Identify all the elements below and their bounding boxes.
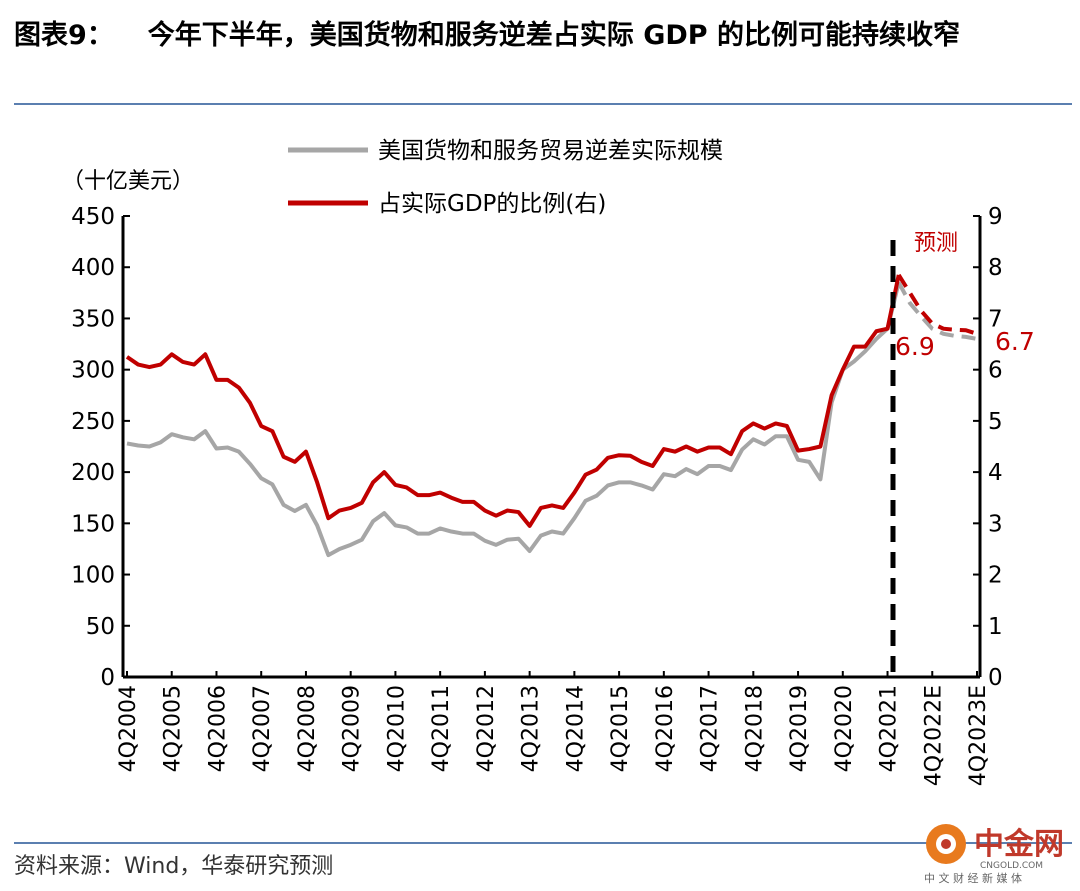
x-tick-label: 4Q2015: [608, 685, 633, 772]
legend-label: 美国货物和服务贸易逆差实际规模: [378, 138, 723, 164]
left-tick-label: 150: [71, 511, 115, 537]
x-tick-label: 4Q2023E: [966, 685, 991, 786]
svg-text:中金网: 中金网: [974, 827, 1064, 862]
right-tick-label: 9: [988, 204, 1003, 230]
figure-number: 图表9：: [14, 20, 114, 51]
right-tick-label: 5: [988, 409, 1003, 435]
svg-text:中 文 财 经 新 媒 体: 中 文 财 经 新 媒 体: [924, 871, 1022, 884]
figure-title: 图表9： 今年下半年，美国货物和服务逆差占实际 GDP 的比例可能持续收窄: [14, 12, 1074, 60]
series-forecast-ratio: [897, 273, 978, 336]
cngold-logo: 中金网 CNGOLD.COM 中 文 财 经 新 媒 体: [922, 812, 1072, 884]
annotation-6-7: 6.7: [995, 327, 1035, 356]
right-tick-label: 1: [988, 614, 1003, 640]
left-tick-label: 200: [71, 460, 115, 486]
x-tick-label: 4Q2010: [384, 685, 409, 772]
left-tick-label: 400: [71, 255, 115, 281]
x-tick-label: 4Q2018: [742, 685, 767, 772]
x-tick-label: 4Q2007: [250, 685, 275, 772]
x-tick-label: 4Q2020: [832, 685, 857, 772]
right-tick-label: 4: [988, 460, 1003, 486]
x-tick-label: 4Q2013: [519, 685, 544, 772]
left-tick-label: 450: [71, 204, 115, 230]
series-line-deficit: [126, 282, 901, 558]
footer-divider: [14, 842, 1072, 844]
x-tick-label: 4Q2011: [429, 685, 454, 772]
figure-title-text: 今年下半年，美国货物和服务逆差占实际 GDP 的比例可能持续收窄: [147, 20, 960, 51]
right-tick-label: 7: [988, 306, 1003, 332]
x-tick-label: 4Q2017: [698, 685, 723, 772]
series-line-ratio: [125, 274, 901, 528]
x-tick-label: 4Q2009: [340, 685, 365, 772]
x-tick-label: 4Q2021: [877, 685, 902, 772]
source-note: 资料来源：Wind，华泰研究预测: [14, 854, 334, 879]
left-tick-label: 300: [71, 358, 115, 384]
svg-text:CNGOLD.COM: CNGOLD.COM: [980, 861, 1043, 871]
left-tick-label: 250: [71, 409, 115, 435]
x-tick-label: 4Q2016: [653, 685, 678, 772]
left-tick-label: 0: [100, 665, 115, 691]
x-tick-label: 4Q2014: [563, 685, 588, 772]
right-tick-label: 0: [988, 665, 1003, 691]
x-tick-label: 4Q2005: [161, 685, 186, 772]
forecast-label: 预测: [914, 231, 958, 256]
left-tick-label: 50: [86, 614, 115, 640]
right-tick-label: 8: [988, 255, 1003, 281]
x-tick-label: 4Q2008: [295, 685, 320, 772]
title-divider: [14, 103, 1072, 105]
x-tick-label: 4Q2004: [116, 685, 141, 772]
annotation-6-9: 6.9: [895, 332, 935, 361]
right-tick-label: 6: [988, 358, 1003, 384]
left-axis-unit: （十亿美元）: [62, 169, 194, 194]
legend-label: 占实际GDP的比例(右): [378, 191, 606, 217]
left-tick-label: 100: [71, 563, 115, 589]
x-tick-label: 4Q2019: [787, 685, 812, 772]
series-forecast-deficit: [896, 281, 978, 341]
right-tick-label: 3: [988, 511, 1003, 537]
right-tick-label: 2: [988, 563, 1003, 589]
left-tick-label: 350: [71, 306, 115, 332]
x-tick-label: 4Q2022E: [921, 685, 946, 786]
x-tick-label: 4Q2012: [474, 685, 499, 772]
x-tick-label: 4Q2006: [205, 685, 230, 772]
